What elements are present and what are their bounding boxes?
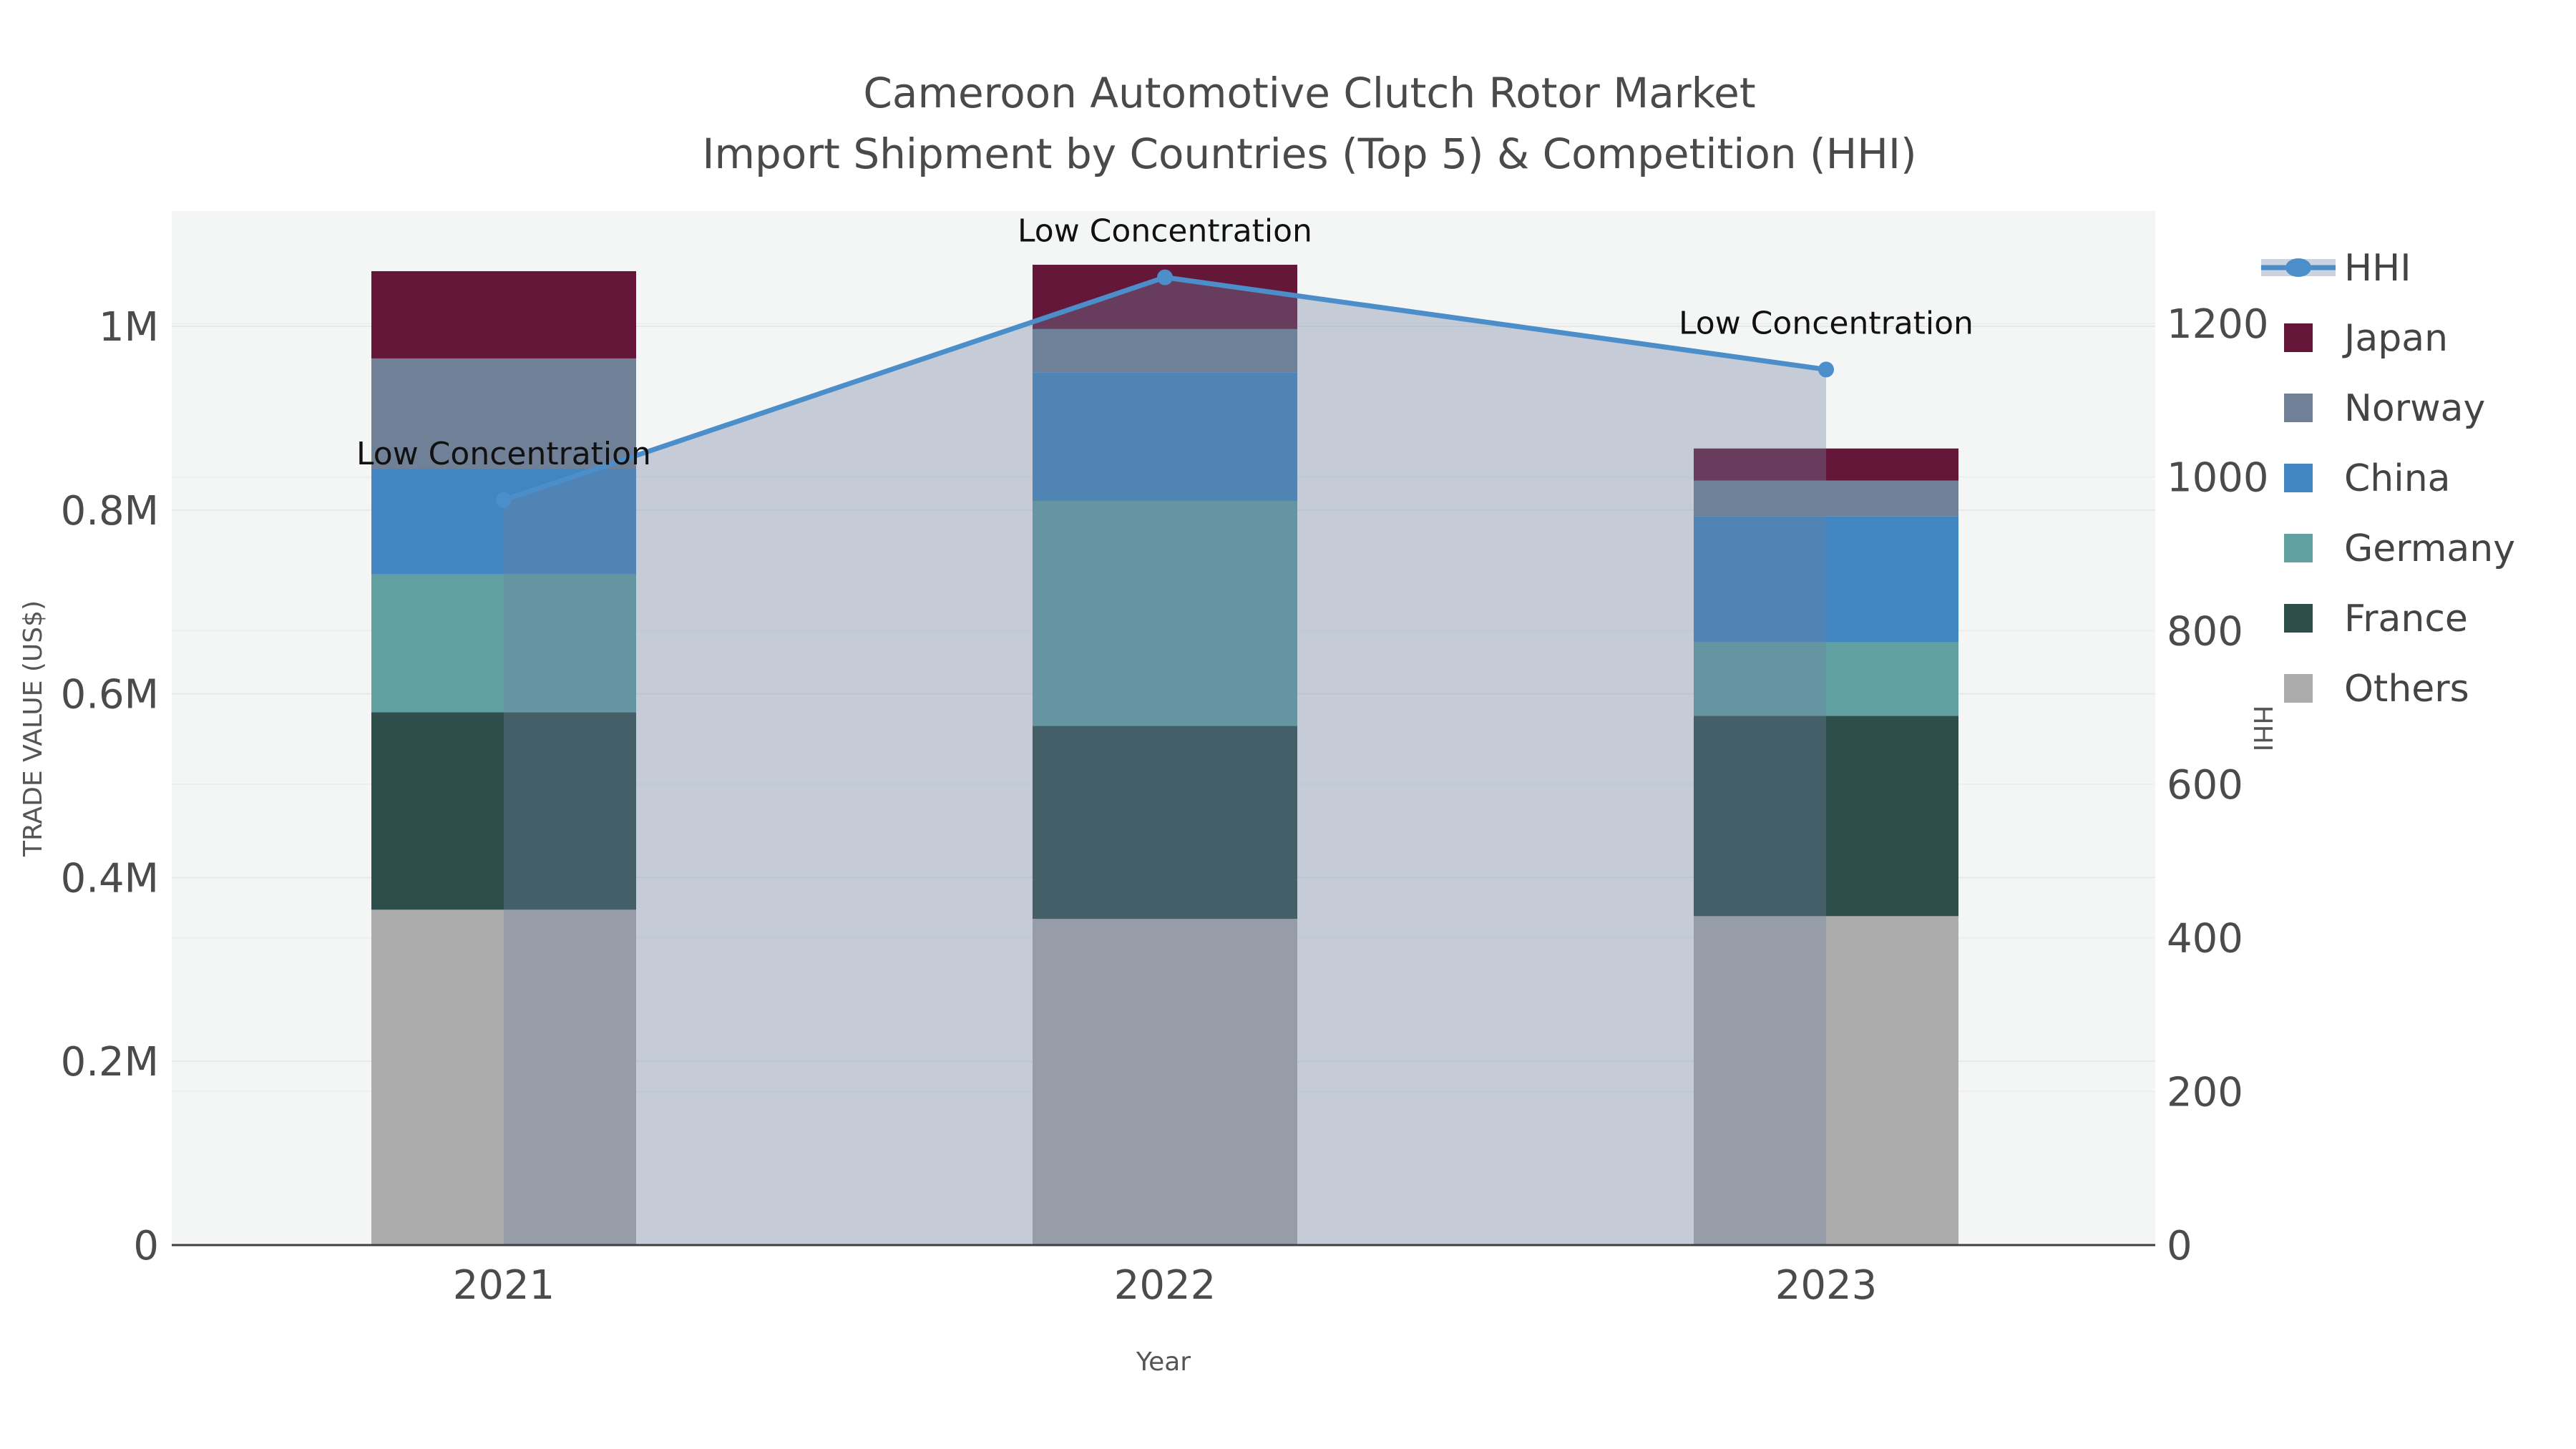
right-axis-ticks: 0 200 400 600 800 1000 1200 bbox=[2167, 301, 2269, 1269]
bar-segment-others-2023 bbox=[1694, 916, 1958, 1245]
legend-label-norway: Norway bbox=[2344, 387, 2485, 430]
legend-swatch-china bbox=[2284, 464, 2313, 492]
bar-segment-norway-2022 bbox=[1033, 328, 1297, 373]
stacked-bars bbox=[371, 264, 1958, 1245]
hhi-marker-2021 bbox=[496, 492, 512, 508]
bar-segment-others-2022 bbox=[1033, 919, 1297, 1245]
legend-item-germany[interactable]: Germany bbox=[2284, 527, 2515, 570]
bar-segment-germany-2022 bbox=[1033, 500, 1297, 726]
legend-label-japan: Japan bbox=[2342, 317, 2448, 360]
legend-item-china[interactable]: China bbox=[2284, 457, 2451, 500]
hhi-legend-marker-icon bbox=[2285, 258, 2311, 277]
chart-title-line2: Import Shipment by Countries (Top 5) & C… bbox=[702, 130, 1916, 178]
x-axis-ticks: 2021 2022 2023 bbox=[453, 1262, 1878, 1309]
right-tick-label: 600 bbox=[2167, 762, 2243, 809]
bar-segment-norway-2021 bbox=[371, 358, 636, 469]
legend-label-hhi: HHI bbox=[2344, 247, 2411, 290]
annotations: Low Concentration Low Concentration Low Co… bbox=[356, 213, 1974, 472]
legend-swatch-japan bbox=[2284, 323, 2313, 352]
legend-swatch-germany bbox=[2284, 534, 2313, 562]
right-tick-label: 0 bbox=[2167, 1223, 2192, 1269]
bar-segment-china-2022 bbox=[1033, 372, 1297, 501]
legend-item-japan[interactable]: Japan bbox=[2284, 317, 2448, 360]
left-tick-label: 1M bbox=[99, 304, 159, 351]
bar-segment-norway-2023 bbox=[1694, 480, 1958, 517]
legend-item-norway[interactable]: Norway bbox=[2284, 387, 2485, 430]
x-tick-label-2023: 2023 bbox=[1775, 1262, 1878, 1309]
legend-item-hhi[interactable]: HHI bbox=[2261, 247, 2411, 290]
hhi-area-fill bbox=[504, 277, 1826, 1246]
legend-swatch-france bbox=[2284, 604, 2313, 633]
annotation-low-concentration-2023: Low Concentration bbox=[1679, 305, 1974, 341]
bar-segment-france-2022 bbox=[1033, 726, 1297, 919]
legend: HHI Japan Norway China Germany France Others bbox=[2261, 247, 2515, 711]
left-tick-label: 0.4M bbox=[61, 855, 159, 902]
right-tick-label: 200 bbox=[2167, 1069, 2243, 1116]
left-tick-label: 0.6M bbox=[61, 672, 159, 718]
left-axis-title: TRADE VALUE (US$) bbox=[19, 600, 48, 857]
x-axis-title: Year bbox=[1136, 1347, 1191, 1377]
left-tick-label: 0 bbox=[133, 1223, 159, 1269]
legend-swatch-others bbox=[2284, 674, 2313, 703]
bar-segment-others-2021 bbox=[371, 909, 636, 1245]
bar-segment-france-2021 bbox=[371, 712, 636, 910]
legend-label-germany: Germany bbox=[2344, 527, 2515, 570]
left-tick-label: 0.2M bbox=[61, 1039, 159, 1085]
left-axis-ticks: 0 0.2M 0.4M 0.6M 0.8M 1M bbox=[61, 304, 159, 1269]
legend-label-others: Others bbox=[2344, 668, 2469, 711]
bar-segment-france-2023 bbox=[1694, 716, 1958, 917]
right-tick-label: 1000 bbox=[2167, 455, 2269, 502]
legend-label-france: France bbox=[2344, 597, 2468, 640]
bar-segment-japan-2021 bbox=[371, 270, 636, 358]
annotation-low-concentration-2021: Low Concentration bbox=[356, 436, 651, 472]
bar-segment-germany-2023 bbox=[1694, 642, 1958, 716]
right-tick-label: 400 bbox=[2167, 916, 2243, 962]
right-tick-label: 800 bbox=[2167, 608, 2243, 655]
right-axis-title: HHI bbox=[2248, 706, 2277, 752]
bar-segment-china-2023 bbox=[1694, 516, 1958, 643]
hhi-marker-2023 bbox=[1818, 361, 1834, 378]
bar-segment-japan-2023 bbox=[1694, 448, 1958, 481]
legend-item-france[interactable]: France bbox=[2284, 597, 2468, 640]
chart-title-line1: Cameroon Automotive Clutch Rotor Market bbox=[863, 69, 1755, 117]
bar-segment-china-2021 bbox=[371, 469, 636, 575]
legend-label-china: China bbox=[2344, 457, 2451, 500]
right-tick-label: 1200 bbox=[2167, 301, 2269, 348]
x-tick-label-2022: 2022 bbox=[1114, 1262, 1216, 1309]
hhi-marker-2022 bbox=[1157, 269, 1173, 286]
legend-item-others[interactable]: Others bbox=[2284, 668, 2469, 711]
x-tick-label-2021: 2021 bbox=[453, 1262, 555, 1309]
legend-swatch-norway bbox=[2284, 394, 2313, 422]
hhi-series bbox=[496, 269, 1834, 1246]
bar-segment-germany-2021 bbox=[371, 574, 636, 713]
annotation-low-concentration-2022: Low Concentration bbox=[1018, 213, 1312, 250]
left-tick-label: 0.8M bbox=[61, 488, 159, 535]
